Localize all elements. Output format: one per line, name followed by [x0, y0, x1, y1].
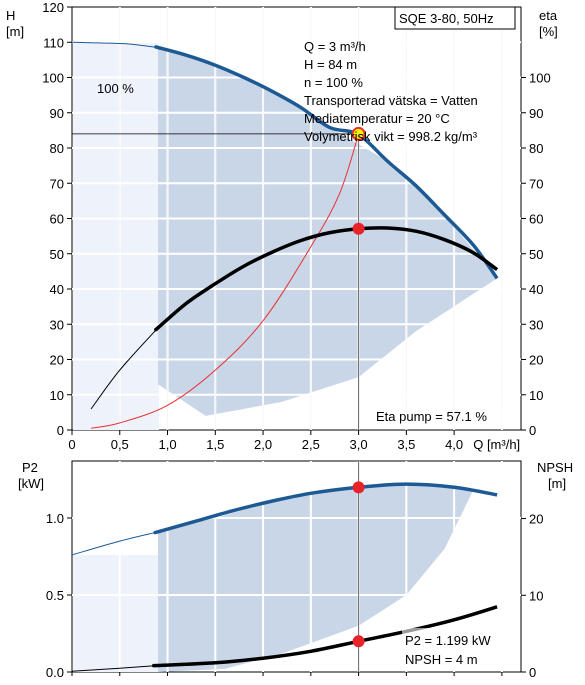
- speed-label: 100 %: [97, 81, 134, 96]
- top-right-tick-label: 10: [529, 388, 543, 403]
- top-x-tick-label: 3,5: [397, 437, 415, 452]
- top-left-tick-label: 60: [50, 212, 64, 227]
- bottom-right-tick-label: 0: [529, 665, 536, 680]
- system-curve: [91, 133, 360, 429]
- top-left-tick-label: 20: [50, 353, 64, 368]
- eta-label-bg: [372, 406, 506, 426]
- top-left-tick-label: 30: [50, 317, 64, 332]
- bottom-left-tick-label: 1.0: [46, 511, 64, 526]
- top-right-tick-label: 60: [529, 212, 543, 227]
- top-left-tick-label: 40: [50, 282, 64, 297]
- top-left-tick-label: 120: [42, 0, 64, 15]
- top-right-tick-label: 30: [529, 317, 543, 332]
- top-right-tick-label: 0: [529, 423, 536, 438]
- top-right-tick-label: 90: [529, 106, 543, 121]
- bottom-right-tick-label: 20: [529, 512, 543, 527]
- top-right-tick-label: 100: [529, 71, 551, 86]
- bottom-right-axis-label-1: NPSH: [537, 460, 573, 475]
- info-line-4: Transporterad vätska = Vatten: [304, 93, 478, 108]
- top-right-axis-label-1: eta: [539, 8, 558, 23]
- top-x-tick-label: 2,5: [302, 437, 320, 452]
- npsh-curve-extrapolated: [71, 665, 159, 672]
- p2-curve: [153, 482, 498, 535]
- head-efficiency-chart: 0 10 20 30 40 50 60 70 80 90 100 110 120 0 10 20 30 40 50 6…: [42, 0, 550, 452]
- bottom-left-axis-label-1: P2: [22, 460, 38, 475]
- power-npsh-chart: 0.0 0.5 1.0 0 10 20 P2 = 1.199 kW NPSH = 4 m: [46, 460, 543, 680]
- npsh-label: NPSH = 4 m: [405, 652, 478, 667]
- chart-title: SQE 3-80, 50Hz: [399, 11, 494, 26]
- bottom-left-axis-label-2: [kW]: [18, 476, 44, 491]
- top-x-tick-label: 0,5: [111, 437, 129, 452]
- bottom-right-tick-label: 10: [529, 588, 543, 603]
- info-line-5: Mediatemperatur = 20 °C: [304, 111, 450, 126]
- top-low-flow-band: [73, 42, 159, 430]
- head-curve: [154, 45, 499, 280]
- info-line-1: Q = 3 m³/h: [304, 39, 366, 54]
- p2-label: P2 = 1.199 kW: [405, 633, 491, 648]
- top-x-axis-label: Q [m³/h]: [473, 437, 520, 452]
- top-left-tick-label: 90: [50, 106, 64, 121]
- top-right-tick-label: 80: [529, 141, 543, 156]
- top-left-tick-label: 50: [50, 247, 64, 262]
- bottom-right-axis-label-2: [m]: [548, 476, 566, 491]
- op-npsh-marker: [352, 635, 365, 648]
- top-x-tick-label: 4,0: [445, 437, 463, 452]
- top-x-tick-label: 0: [68, 437, 75, 452]
- top-left-axis-label-1: H: [6, 8, 15, 23]
- top-left-tick-label: 0: [57, 423, 64, 438]
- bottom-low-flow-band: [73, 554, 159, 672]
- top-right-tick-label: 50: [529, 247, 543, 262]
- top-x-tick-label: 3,0: [350, 437, 368, 452]
- top-right-tick-label: 20: [529, 353, 543, 368]
- top-right-tick-label: 40: [529, 282, 543, 297]
- top-left-tick-label: 70: [50, 176, 64, 191]
- top-left-tick-label: 110: [43, 35, 64, 50]
- bottom-operating-range: [158, 484, 474, 672]
- bottom-left-tick-label: 0.0: [46, 665, 64, 680]
- title-box: [394, 6, 516, 30]
- head-curve-extrapolated: [71, 41, 159, 48]
- info-line-6: Volymetrisk vikt = 998.2 kg/m³: [304, 129, 478, 144]
- op-p2-marker: [352, 481, 365, 494]
- efficiency-curve: [154, 226, 499, 332]
- top-right-tick-label: 70: [529, 176, 543, 191]
- top-left-tick-label: 100: [42, 71, 64, 86]
- info-line-2: H = 84 m: [304, 57, 357, 72]
- npsh-curve: [152, 605, 498, 668]
- top-left-tick-label: 10: [50, 388, 64, 403]
- op-head-marker: [351, 126, 366, 141]
- eta-pump-label: Eta pump = 57.1 %: [376, 409, 487, 424]
- efficiency-curve-extrapolated: [90, 327, 159, 410]
- top-x-tick-label: 1,0: [158, 437, 176, 452]
- top-x-tick-label: 1,5: [206, 437, 224, 452]
- bottom-label-bg: [402, 628, 508, 668]
- info-line-3: n = 100 %: [304, 75, 363, 90]
- p2-curve-extrapolated: [71, 531, 159, 556]
- top-left-tick-label: 80: [50, 141, 64, 156]
- top-x-tick-label: 2,0: [254, 437, 272, 452]
- top-left-axis-label-2: [m]: [6, 24, 24, 39]
- bottom-left-tick-label: 0.5: [46, 588, 64, 603]
- op-eta-marker: [352, 222, 365, 235]
- top-right-axis-label-2: [%]: [539, 24, 558, 39]
